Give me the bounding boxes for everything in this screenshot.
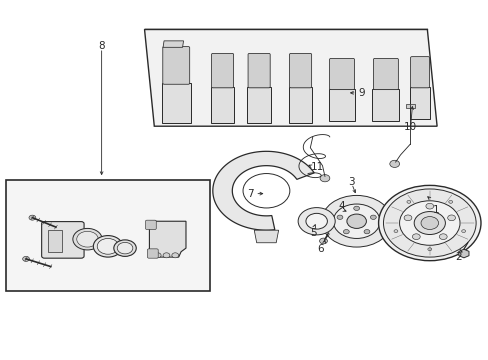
Circle shape [163,253,169,258]
FancyBboxPatch shape [41,222,84,258]
Circle shape [73,228,102,250]
FancyBboxPatch shape [247,53,270,88]
Circle shape [399,201,459,245]
Circle shape [411,234,419,239]
Circle shape [346,214,366,228]
Circle shape [320,175,329,182]
Circle shape [298,208,334,235]
FancyBboxPatch shape [145,220,156,229]
Polygon shape [458,249,468,258]
Bar [5,180,210,291]
Circle shape [413,212,445,234]
Circle shape [117,242,133,254]
Bar [210,87,234,123]
Bar [48,230,62,252]
Circle shape [383,189,475,257]
Text: 4: 4 [338,201,345,211]
Circle shape [171,253,178,258]
Bar [161,83,190,123]
Polygon shape [163,41,183,47]
Bar [406,104,414,108]
Circle shape [447,215,454,221]
Circle shape [448,201,452,203]
Circle shape [438,234,446,239]
Polygon shape [254,230,278,243]
Bar [328,89,355,121]
Circle shape [393,230,397,233]
Text: 8: 8 [98,41,105,51]
FancyBboxPatch shape [211,53,233,88]
Circle shape [305,213,327,229]
Circle shape [93,235,122,257]
Circle shape [353,206,359,211]
Circle shape [154,253,161,258]
Circle shape [336,215,342,219]
Circle shape [406,201,410,203]
Circle shape [427,248,431,251]
FancyBboxPatch shape [373,58,398,90]
Circle shape [420,217,438,229]
Polygon shape [212,151,314,230]
Circle shape [332,204,379,238]
Circle shape [29,215,36,220]
Circle shape [370,215,375,219]
FancyBboxPatch shape [410,57,428,88]
Text: 2: 2 [454,252,461,262]
Circle shape [343,230,348,234]
Circle shape [425,203,433,209]
Circle shape [243,174,289,208]
Circle shape [114,240,136,256]
Text: 9: 9 [358,88,364,98]
FancyBboxPatch shape [329,58,354,90]
FancyBboxPatch shape [147,249,158,258]
Circle shape [321,195,391,247]
Text: 7: 7 [246,189,253,199]
Text: 6: 6 [317,244,324,254]
Bar [247,87,270,123]
Circle shape [378,185,480,261]
Text: 5: 5 [310,228,316,238]
Text: 3: 3 [348,177,354,187]
Circle shape [363,230,369,234]
Text: 1: 1 [432,206,439,216]
Circle shape [97,238,119,254]
FancyBboxPatch shape [289,53,311,88]
Text: 11: 11 [310,162,324,172]
Bar [288,87,312,123]
Polygon shape [144,30,436,126]
Bar [372,89,399,121]
Text: 10: 10 [403,122,416,132]
FancyBboxPatch shape [163,46,189,84]
Circle shape [319,238,327,244]
Bar [409,87,429,119]
Circle shape [22,256,29,261]
Circle shape [461,230,465,233]
Polygon shape [149,221,185,257]
Circle shape [403,215,411,221]
Circle shape [77,231,98,247]
Circle shape [389,160,399,167]
